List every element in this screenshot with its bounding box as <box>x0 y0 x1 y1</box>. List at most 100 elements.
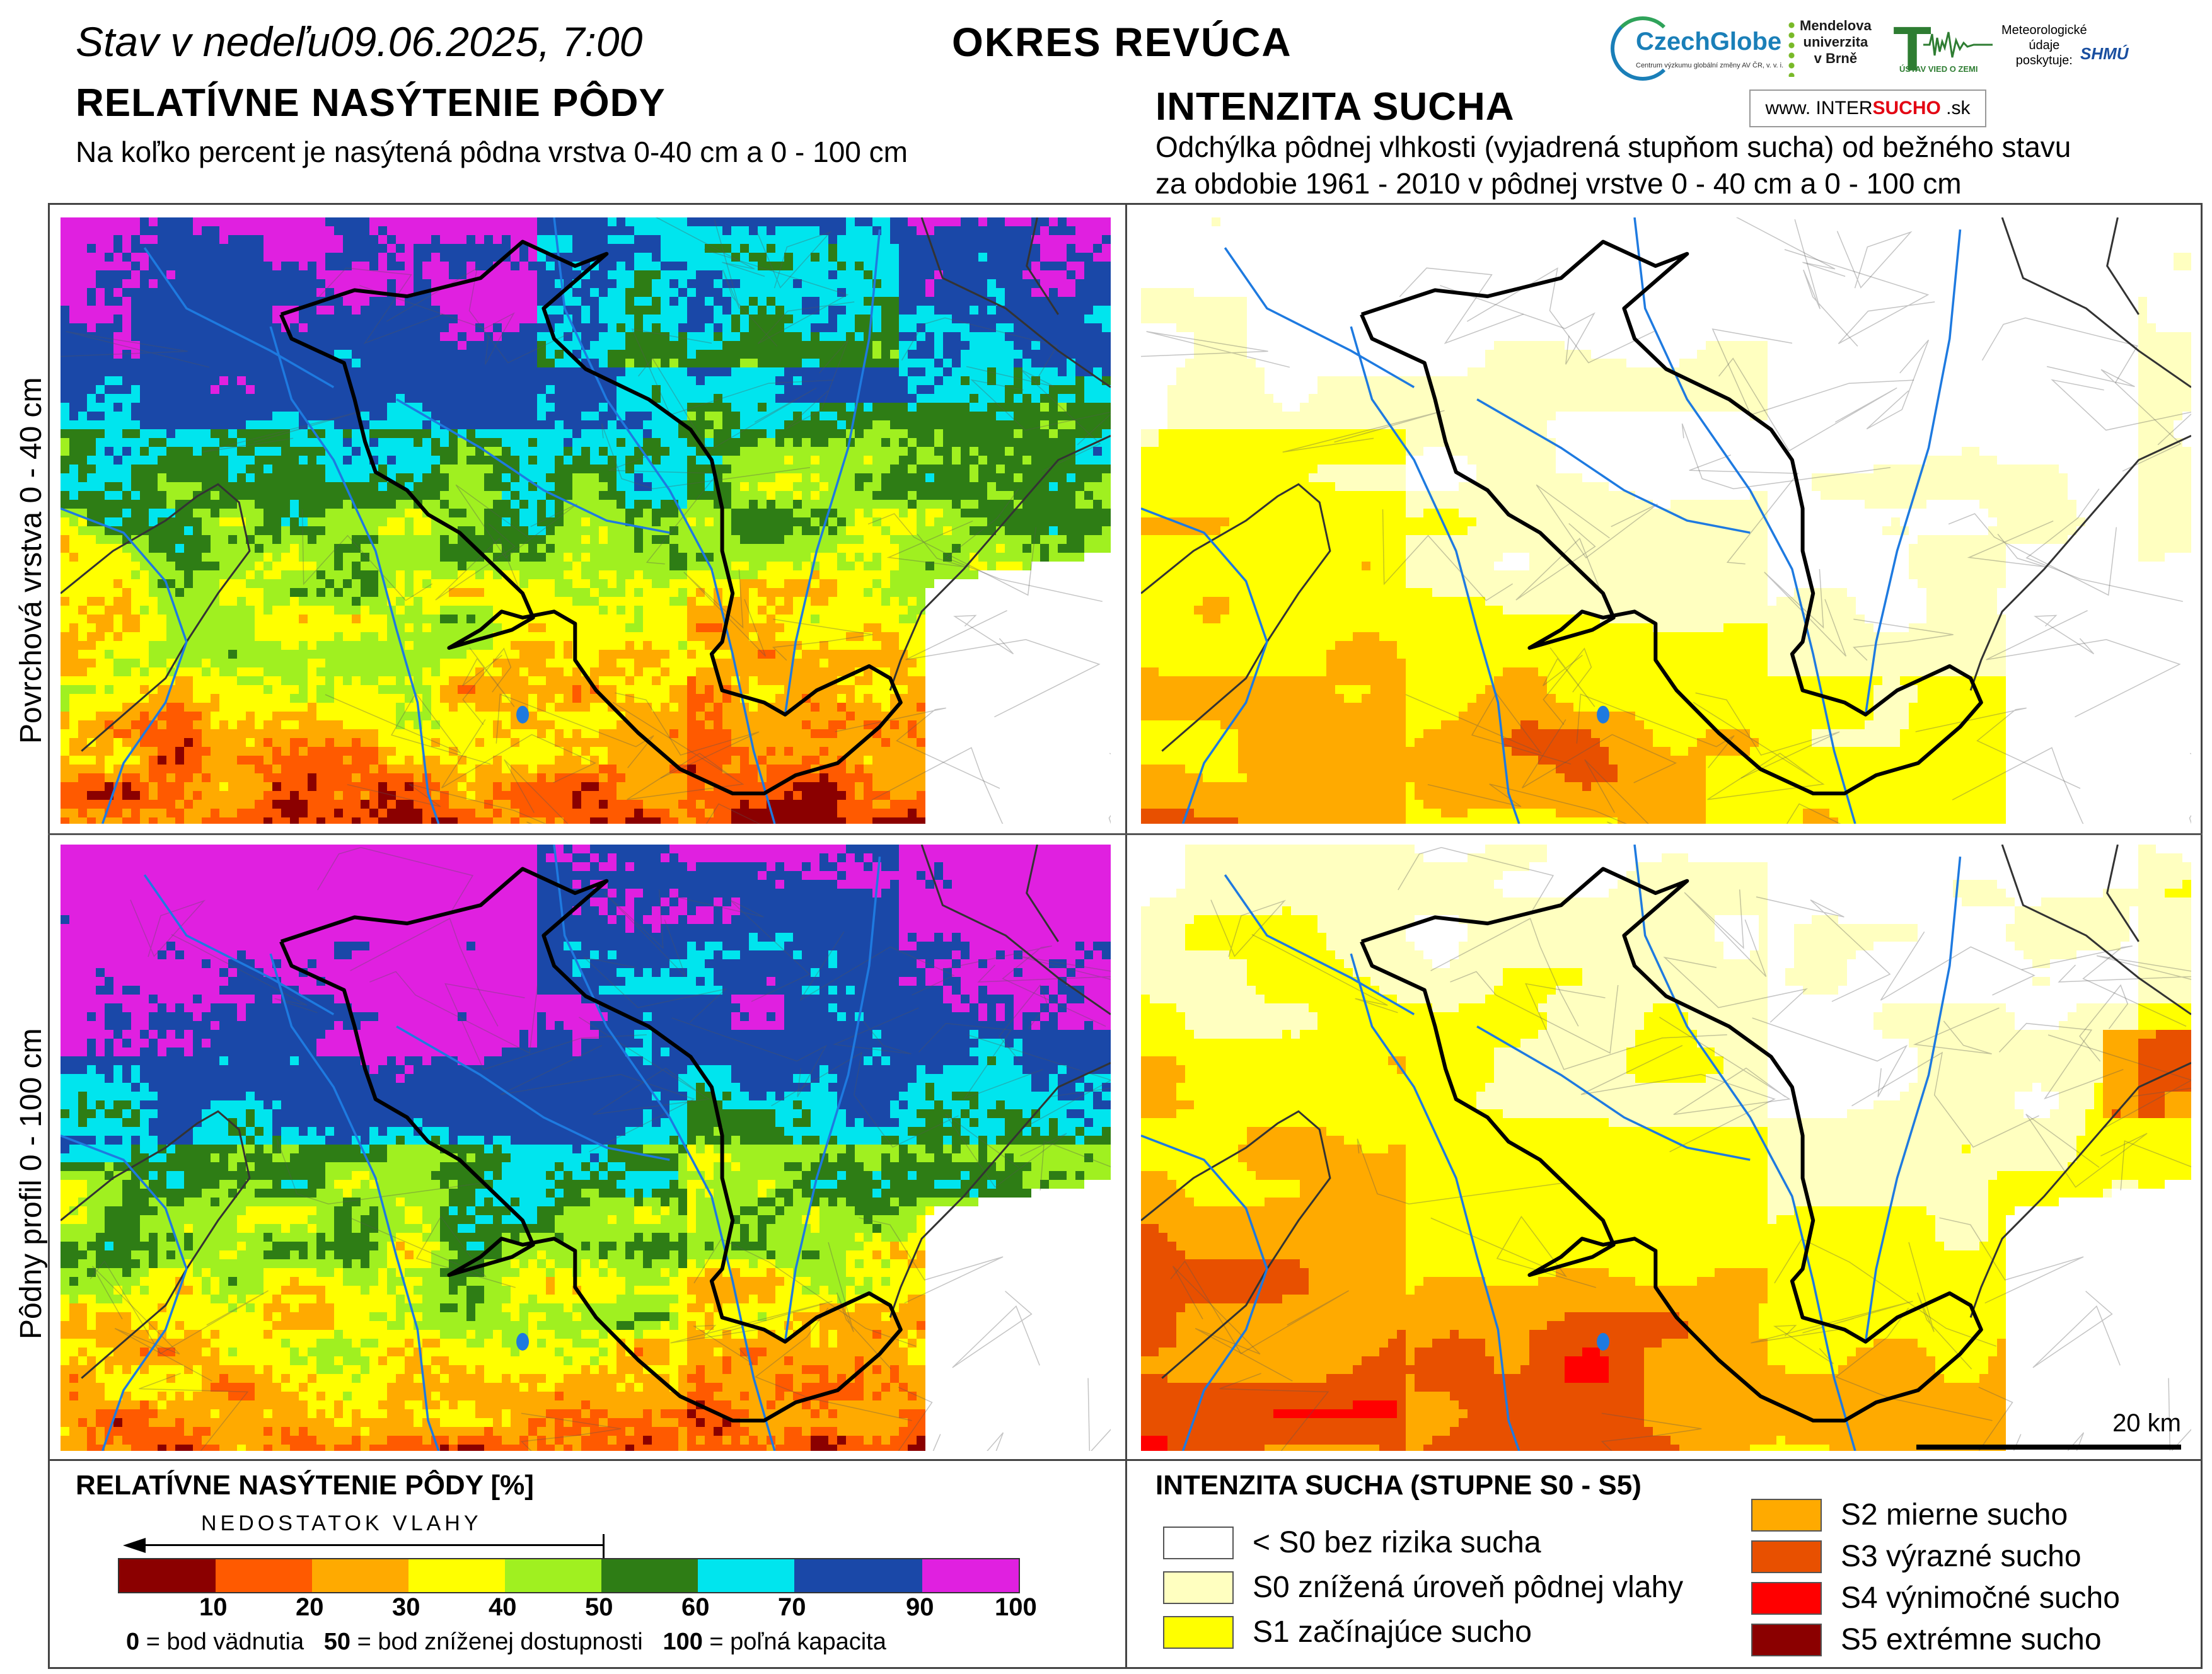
map-overlay <box>1141 845 2191 1451</box>
legend-divider <box>48 1459 2203 1461</box>
seismograph-icon <box>1923 32 1993 58</box>
drought-legend-swatch <box>1751 1623 1822 1656</box>
map-saturation-topsoil[interactable] <box>61 217 1111 824</box>
drought-subtitle-2: za obdobie 1961 - 2010 v pôdnej vrstve 0… <box>1155 165 1962 202</box>
status-prefix: Stav v nedeľu <box>76 18 330 65</box>
drought-legend-item: < S0 bez rizika sucha <box>1163 1525 1541 1560</box>
drought-subtitle-1: Odchýlka pôdnej vlhkosti (vyjadrená stup… <box>1155 129 2071 165</box>
mendelu-logo[interactable]: Mendelova univerzita v Brně <box>1788 18 1872 77</box>
drought-legend-swatch <box>1163 1571 1234 1604</box>
uvz-logo[interactable]: T ÚSTAV VIED O ZEMI <box>1893 18 1994 87</box>
drought-legend-item: S3 výrazné sucho <box>1751 1539 2082 1574</box>
colorbar-bin-50 <box>505 1559 601 1592</box>
panel-divider-vertical <box>1125 203 1127 1669</box>
intersucho-inter: INTER <box>1816 98 1873 118</box>
colorbar-tick-20: 20 <box>296 1593 324 1622</box>
intersucho-suffix: .sk <box>1941 98 1970 118</box>
colorbar-tick-10: 10 <box>199 1593 228 1622</box>
note-value-50: 50 <box>324 1629 350 1655</box>
drought-legend-item: S4 výnimočné sucho <box>1751 1581 2120 1615</box>
report-date: Stav v nedeľu09.06.2025, 7:00 <box>76 18 642 66</box>
scale-bar-line <box>1916 1445 2181 1450</box>
colorbar-bin-100 <box>922 1559 1019 1592</box>
drought-legend-swatch <box>1751 1498 1822 1532</box>
drought-legend-swatch <box>1751 1581 1822 1615</box>
raster-cells <box>61 845 1111 1451</box>
colorbar-tick-30: 30 <box>392 1593 420 1622</box>
colorbar-tick-60: 60 <box>681 1593 710 1622</box>
drought-legend-swatch <box>1163 1615 1234 1649</box>
drought-legend-swatch <box>1163 1526 1234 1559</box>
scale-bar-label: 20 km <box>2112 1409 2181 1438</box>
saturation-legend-note: 0 = bod vädnutia 50 = bod zníženej dostu… <box>126 1629 886 1656</box>
drought-legend-label: S4 výnimočné sucho <box>1841 1581 2120 1615</box>
intersucho-prefix: www. <box>1765 98 1815 118</box>
row-label-topsoil: Povrchová vrstva 0 - 40 cm <box>14 377 49 744</box>
drought-legend-label: S5 extrémne sucho <box>1841 1622 2102 1657</box>
intersucho-link[interactable]: www. INTERSUCHO .sk <box>1749 89 1986 127</box>
czechglobe-caption: Centrum výzkumu globální změny AV ČR, v.… <box>1636 62 1783 69</box>
colorbar-tick-40: 40 <box>489 1593 517 1622</box>
mendelu-line1: Mendelova <box>1800 18 1872 34</box>
uvz-name: ÚSTAV VIED O ZEMI <box>1899 64 1977 74</box>
drought-legend-title: INTENZITA SUCHA (STUPNE S0 - S5) <box>1155 1470 1642 1501</box>
colorbar-bin-30 <box>312 1559 408 1592</box>
drought-legend-item: S1 začínajúce sucho <box>1163 1615 1532 1649</box>
note-text-0: = bod vädnutia <box>139 1629 324 1655</box>
saturation-raster <box>61 217 1111 824</box>
deficit-arrow: NEDOSTATOK VLAHY <box>123 1511 605 1562</box>
met-line2: údaje <box>2001 38 2087 53</box>
note-value-100: 100 <box>663 1629 702 1655</box>
row-label-profile: Pôdny profil 0 - 100 cm <box>14 1028 49 1339</box>
deficit-arrow-label: NEDOSTATOK VLAHY <box>201 1511 482 1536</box>
colorbar-bin-90 <box>794 1559 922 1592</box>
partner-logos: CzechGlobe Centrum výzkumu globální změn… <box>1611 9 2203 127</box>
status-datetime: 09.06.2025, 7:00 <box>330 18 642 65</box>
drought-legend-label: < S0 bez rizika sucha <box>1253 1525 1541 1560</box>
saturation-legend-title: RELATÍVNE NASÝTENIE PÔDY [%] <box>76 1470 534 1501</box>
note-text-100: = poľná kapacita <box>703 1629 886 1655</box>
drought-raster <box>1141 217 2191 824</box>
colorbar-tick-70: 70 <box>778 1593 806 1622</box>
colorbar-tick-50: 50 <box>585 1593 613 1622</box>
met-data-provider: Meteorologické údaje poskytuje: <box>2001 23 2087 68</box>
drought-legend-label: S3 výrazné sucho <box>1841 1539 2082 1574</box>
colorbar-bin-20 <box>216 1559 312 1592</box>
saturation-subtitle: Na koľko percent je nasýtená pôdna vrstv… <box>76 134 908 170</box>
drought-raster <box>1141 845 2191 1451</box>
met-line3: poskytuje: <box>2001 53 2087 68</box>
mendelu-dots-icon <box>1788 20 1795 77</box>
czechglobe-wordmark: CzechGlobe <box>1636 28 1781 56</box>
colorbar-tick-90: 90 <box>906 1593 934 1622</box>
note-value-0: 0 <box>126 1629 139 1655</box>
deficit-arrow-stop <box>603 1534 605 1562</box>
raster-cells <box>1141 217 2191 824</box>
colorbar-bin-70 <box>698 1559 794 1592</box>
saturation-title: RELATÍVNE NASÝTENIE PÔDY <box>76 81 666 125</box>
drought-legend-label: S1 začínajúce sucho <box>1253 1615 1532 1649</box>
map-overlay <box>61 217 1111 824</box>
saturation-raster <box>61 845 1111 1451</box>
intersucho-sucho: SUCHO <box>1873 98 1941 118</box>
raster-cells <box>61 217 1111 824</box>
raster-cells <box>1141 845 2191 1451</box>
colorbar-tick-100: 100 <box>995 1593 1037 1622</box>
saturation-colorbar <box>118 1558 1020 1593</box>
drought-legend-label: S2 mierne sucho <box>1841 1498 2068 1532</box>
drought-legend-item: S2 mierne sucho <box>1751 1498 2068 1532</box>
map-drought-topsoil[interactable] <box>1141 217 2191 824</box>
map-drought-profile[interactable] <box>1141 845 2191 1451</box>
drought-title: INTENZITA SUCHA <box>1155 84 1515 129</box>
colorbar-bin-40 <box>408 1559 505 1592</box>
map-overlay <box>1141 217 2191 824</box>
globe-icon <box>1611 16 1675 81</box>
district-title: OKRES REVÚCA <box>952 19 1292 66</box>
note-text-50: = bod zníženej dostupnosti <box>350 1629 663 1655</box>
czechglobe-logo[interactable]: CzechGlobe Centrum výzkumu globální změn… <box>1611 15 1787 84</box>
map-overlay <box>61 845 1111 1451</box>
map-saturation-profile[interactable] <box>61 845 1111 1451</box>
shmu-logo[interactable]: SHMÚ <box>2080 44 2129 64</box>
colorbar-bin-60 <box>601 1559 698 1592</box>
deficit-arrow-line <box>129 1544 604 1546</box>
met-line1: Meteorologické <box>2001 23 2087 38</box>
